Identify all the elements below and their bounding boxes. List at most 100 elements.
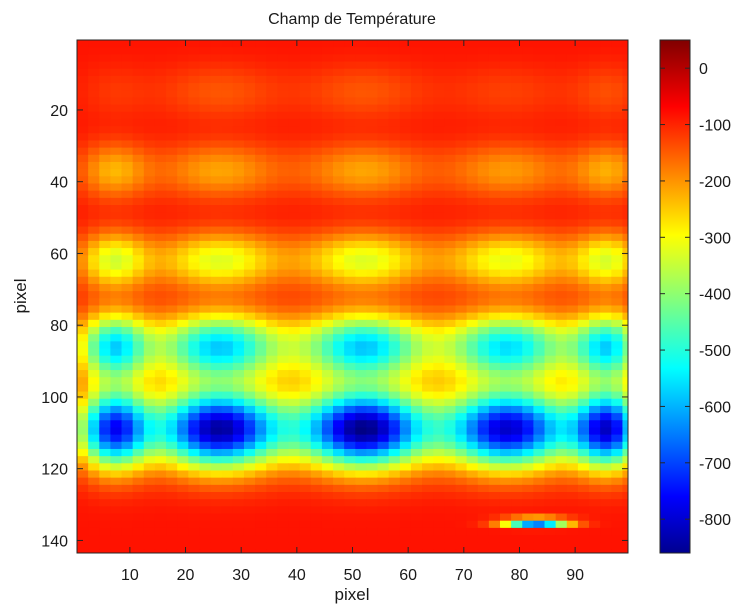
heatmap-cell [166, 269, 178, 278]
heatmap-cell [544, 470, 557, 479]
heatmap-cell [555, 190, 568, 199]
heatmap-cell [277, 405, 290, 414]
heatmap-cell [166, 348, 178, 357]
heatmap-cell [566, 542, 579, 551]
heatmap-cell [255, 362, 267, 371]
heatmap-cell [310, 542, 323, 551]
heatmap-cell [243, 384, 256, 393]
heatmap-cell [166, 140, 178, 149]
heatmap-cell [221, 499, 234, 507]
heatmap-cell [255, 118, 267, 127]
heatmap-cell [132, 441, 145, 450]
heatmap-cell [77, 147, 89, 156]
heatmap-cell [399, 205, 412, 213]
heatmap-cell [522, 477, 534, 486]
heatmap-cell [321, 226, 334, 235]
heatmap-cell [232, 269, 245, 278]
heatmap-cell [488, 133, 501, 142]
heatmap-cell [288, 233, 301, 242]
heatmap-cell [210, 377, 223, 385]
heatmap-cell [433, 40, 445, 48]
heatmap-cell [377, 90, 390, 98]
heatmap-cell [166, 183, 178, 192]
heatmap-cell [566, 40, 579, 48]
heatmap-cell [288, 205, 301, 213]
heatmap-cell [221, 413, 234, 421]
heatmap-cell [333, 334, 345, 342]
heatmap-cell [410, 291, 423, 299]
heatmap-cell [188, 68, 201, 77]
heatmap-cell [377, 104, 390, 113]
heatmap-cell [377, 413, 390, 421]
heatmap-cell [88, 104, 100, 113]
heatmap-cell [388, 147, 401, 156]
heatmap-cell [77, 133, 89, 142]
heatmap-cell [388, 255, 401, 264]
heatmap-cell [444, 377, 457, 385]
heatmap-cell [121, 319, 134, 328]
heatmap-cell [266, 47, 278, 55]
heatmap-cell [210, 477, 223, 486]
heatmap-cell [166, 40, 178, 48]
heatmap-cell [399, 520, 412, 529]
heatmap-cell [566, 456, 579, 464]
heatmap-cell [99, 197, 111, 206]
heatmap-cell [566, 212, 579, 220]
heatmap-cell [199, 448, 212, 457]
heatmap-cell [143, 334, 156, 342]
heatmap-cell [188, 492, 201, 500]
heatmap-cell [154, 398, 167, 407]
heatmap-cell [488, 405, 501, 414]
heatmap-cell [243, 169, 256, 177]
heatmap-cell [499, 542, 512, 551]
heatmap-cell [255, 348, 267, 357]
heatmap-cell [143, 362, 156, 371]
heatmap-cell [377, 190, 390, 199]
heatmap-cell [299, 484, 312, 493]
heatmap-cell [577, 520, 590, 529]
heatmap-cell [600, 75, 612, 84]
heatmap-cell [310, 312, 323, 321]
heatmap-cell [321, 133, 334, 142]
heatmap-cell [522, 248, 534, 256]
heatmap-cell [199, 104, 212, 113]
heatmap-cell [277, 413, 290, 421]
heatmap-cell [110, 499, 123, 507]
heatmap-cell [611, 54, 624, 63]
heatmap-cell [455, 384, 468, 393]
heatmap-cell [166, 549, 178, 553]
heatmap-cell [121, 68, 134, 77]
heatmap-cell [466, 391, 479, 400]
heatmap-cell [388, 248, 401, 256]
heatmap-cell [444, 262, 457, 271]
heatmap-cell [355, 470, 368, 479]
heatmap-cell [288, 398, 301, 407]
heatmap-cell [355, 269, 368, 278]
heatmap-cell [154, 527, 167, 536]
heatmap-cell [466, 197, 479, 206]
heatmap-cell [544, 233, 557, 242]
heatmap-cell [444, 169, 457, 177]
heatmap-cell [188, 154, 201, 163]
heatmap-cell [466, 384, 479, 393]
heatmap-cell [477, 334, 490, 342]
heatmap-cell [232, 319, 245, 328]
heatmap-cell [511, 104, 523, 113]
heatmap-cell [355, 499, 368, 507]
heatmap-cell [243, 377, 256, 385]
heatmap-cell [110, 427, 123, 436]
heatmap-cell [221, 291, 234, 299]
heatmap-cell [166, 226, 178, 235]
heatmap-cell [243, 477, 256, 486]
heatmap-cell [266, 54, 278, 63]
heatmap-cell [477, 126, 490, 134]
heatmap-cell [433, 183, 445, 192]
heatmap-cell [544, 248, 557, 256]
heatmap-cell [600, 370, 612, 378]
heatmap-cell [99, 240, 111, 249]
heatmap-cell [388, 298, 401, 307]
heatmap-cell [99, 405, 111, 414]
heatmap-cell [221, 248, 234, 256]
heatmap-cell [522, 161, 534, 170]
heatmap-cell [177, 133, 189, 142]
